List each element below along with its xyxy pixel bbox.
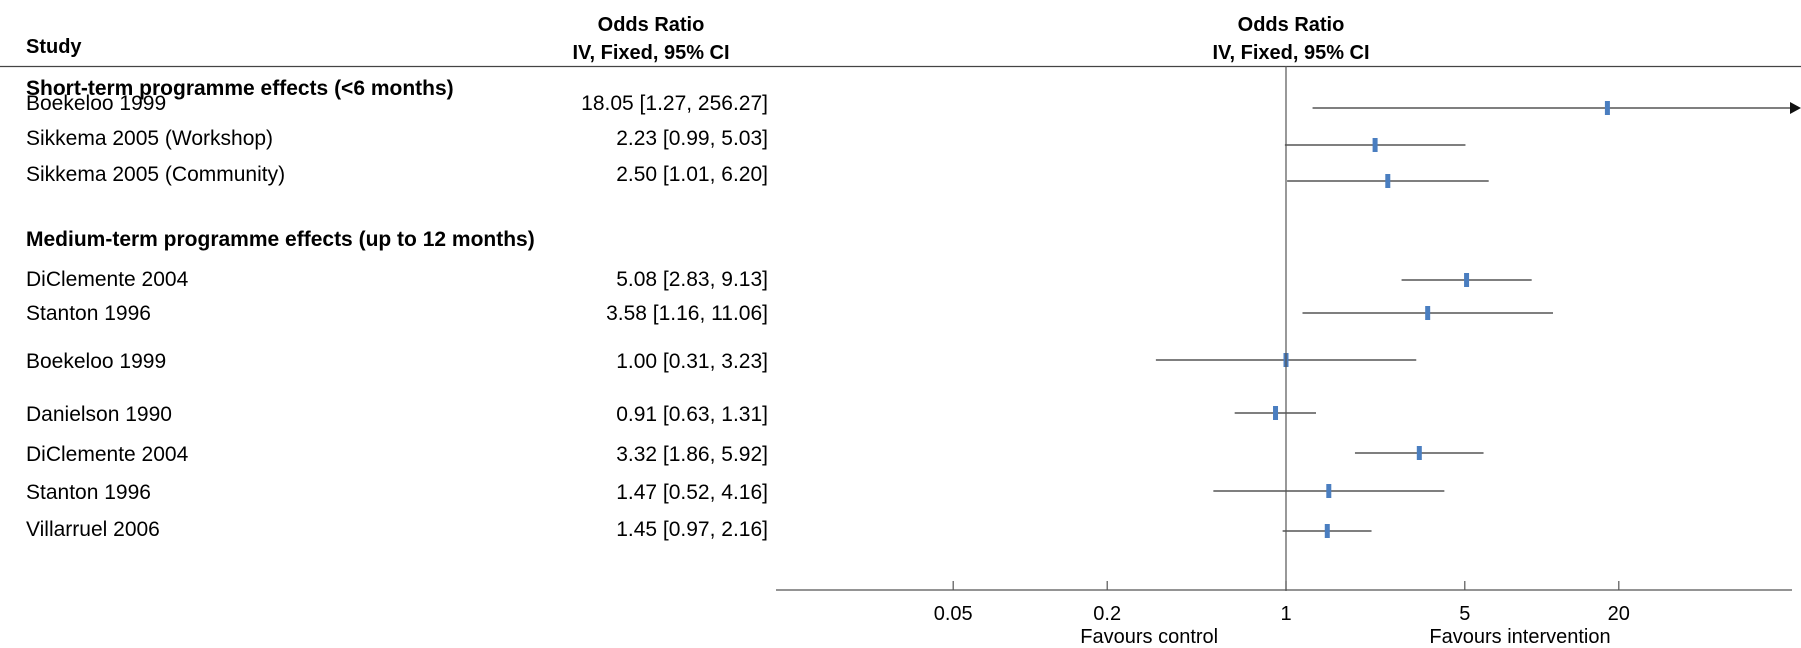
study-name: Stanton 1996 (26, 302, 151, 325)
study-name: Boekeloo 1999 (26, 92, 166, 115)
point-estimate-marker (1604, 101, 1610, 115)
point-estimate-marker (1425, 306, 1431, 320)
x-tick-label: 1 (1280, 603, 1291, 625)
effect-column-header-line2: IV, Fixed, 95% CI (572, 42, 729, 64)
study-name: DiClemente 2004 (26, 443, 189, 466)
study-name: Stanton 1996 (26, 481, 151, 504)
study-ci-text: 5.08 [2.83, 9.13] (616, 268, 768, 291)
point-estimate-marker (1385, 174, 1391, 188)
study-ci-text: 3.32 [1.86, 5.92] (616, 443, 768, 466)
study-name: Sikkema 2005 (Workshop) (26, 127, 273, 150)
study-column-header: Study (26, 36, 82, 58)
effect-column-header-line1: Odds Ratio (598, 14, 705, 36)
study-name: Sikkema 2005 (Community) (26, 163, 285, 186)
study-ci-text: 3.58 [1.16, 11.06] (606, 302, 768, 325)
x-tick-label: 0.05 (934, 603, 973, 625)
study-ci-text: 2.50 [1.01, 6.20] (616, 163, 768, 186)
group-title: Short-term programme effects (<6 months) (26, 77, 454, 100)
study-ci-text: 1.00 [0.31, 3.23] (616, 350, 768, 373)
study-ci-text: 18.05 [1.27, 256.27] (581, 92, 768, 115)
study-name: DiClemente 2004 (26, 268, 189, 291)
favours-control-label: Favours control (1080, 626, 1218, 648)
point-estimate-marker (1324, 524, 1330, 538)
study-ci-text: 1.45 [0.97, 2.16] (616, 518, 768, 541)
plot-column-header-line2: IV, Fixed, 95% CI (1212, 42, 1369, 64)
study-ci-text: 0.91 [0.63, 1.31] (616, 403, 768, 426)
study-name: Boekeloo 1999 (26, 350, 166, 373)
x-axis: 0.05 0.2 1 5 20 (776, 581, 1792, 625)
point-estimate-marker (1464, 273, 1470, 287)
point-estimate-marker (1372, 138, 1378, 152)
study-name: Danielson 1990 (26, 403, 172, 426)
plot-column-header-line1: Odds Ratio (1238, 14, 1345, 36)
ci-overflow-arrow (1790, 102, 1801, 114)
study-rows: Short-term programme effects (<6 months)… (26, 66, 1801, 591)
point-estimate-marker (1273, 406, 1279, 420)
point-estimate-marker (1326, 484, 1332, 498)
study-ci-text: 2.23 [0.99, 5.03] (616, 127, 768, 150)
x-tick-label: 20 (1608, 603, 1630, 625)
x-tick-label: 5 (1459, 603, 1470, 625)
favours-intervention-label: Favours intervention (1429, 626, 1610, 648)
study-ci-text: 1.47 [0.52, 4.16] (616, 481, 768, 504)
group-title: Medium-term programme effects (up to 12 … (26, 228, 535, 251)
point-estimate-marker (1416, 446, 1422, 460)
x-tick-label: 0.2 (1093, 603, 1121, 625)
study-name: Villarruel 2006 (26, 518, 160, 541)
